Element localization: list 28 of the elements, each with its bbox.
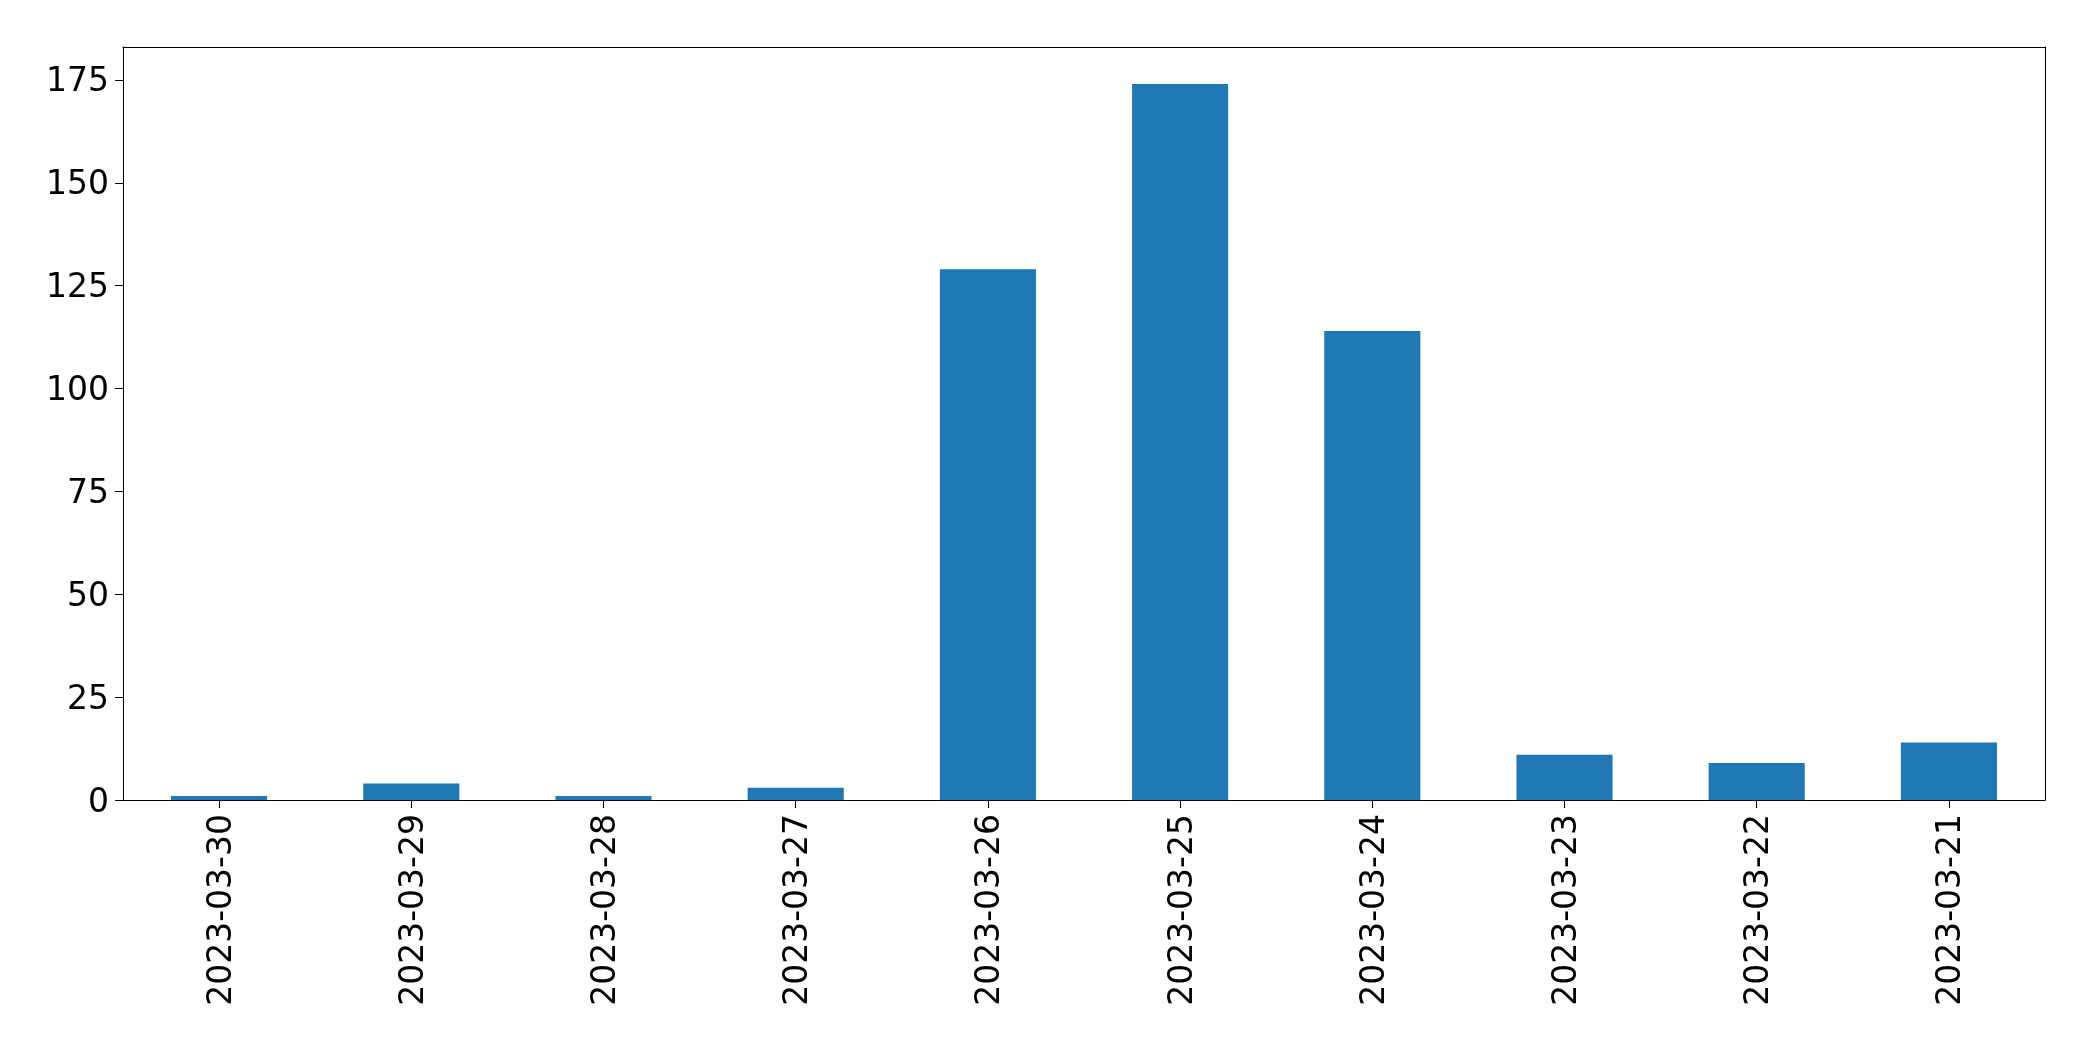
bar (363, 783, 460, 800)
y-tick-label: 0 (88, 780, 109, 820)
y-tick-label: 75 (67, 471, 109, 511)
bar (747, 787, 844, 800)
x-tick-label: 2023-03-29 (391, 814, 431, 1006)
bar (939, 269, 1036, 800)
x-tick-label: 2023-03-25 (1160, 814, 1200, 1006)
x-tick-label: 2023-03-30 (199, 814, 239, 1006)
x-tick-label: 2023-03-23 (1545, 814, 1584, 1006)
bar (171, 795, 268, 800)
x-tick-label: 2023-03-27 (776, 814, 816, 1006)
y-tick-label: 25 (67, 677, 109, 717)
bar (1708, 762, 1805, 800)
y-tick-label: 100 (46, 369, 109, 409)
x-tick-label: 2023-03-21 (1929, 814, 1969, 1006)
x-tick-label: 2023-03-28 (584, 814, 623, 1006)
y-tick-label: 50 (67, 574, 109, 614)
bar (1516, 754, 1613, 800)
bar (555, 795, 652, 800)
bar (1900, 742, 1997, 800)
y-tick-label: 175 (46, 60, 109, 100)
x-tick-label: 2023-03-22 (1737, 814, 1777, 1006)
x-tick-label: 2023-03-26 (968, 814, 1008, 1006)
x-tick-label: 2023-03-24 (1352, 814, 1392, 1006)
y-tick-label: 125 (46, 266, 109, 306)
bar (1132, 84, 1229, 800)
bar (1324, 330, 1421, 800)
y-tick-label: 150 (46, 163, 109, 203)
